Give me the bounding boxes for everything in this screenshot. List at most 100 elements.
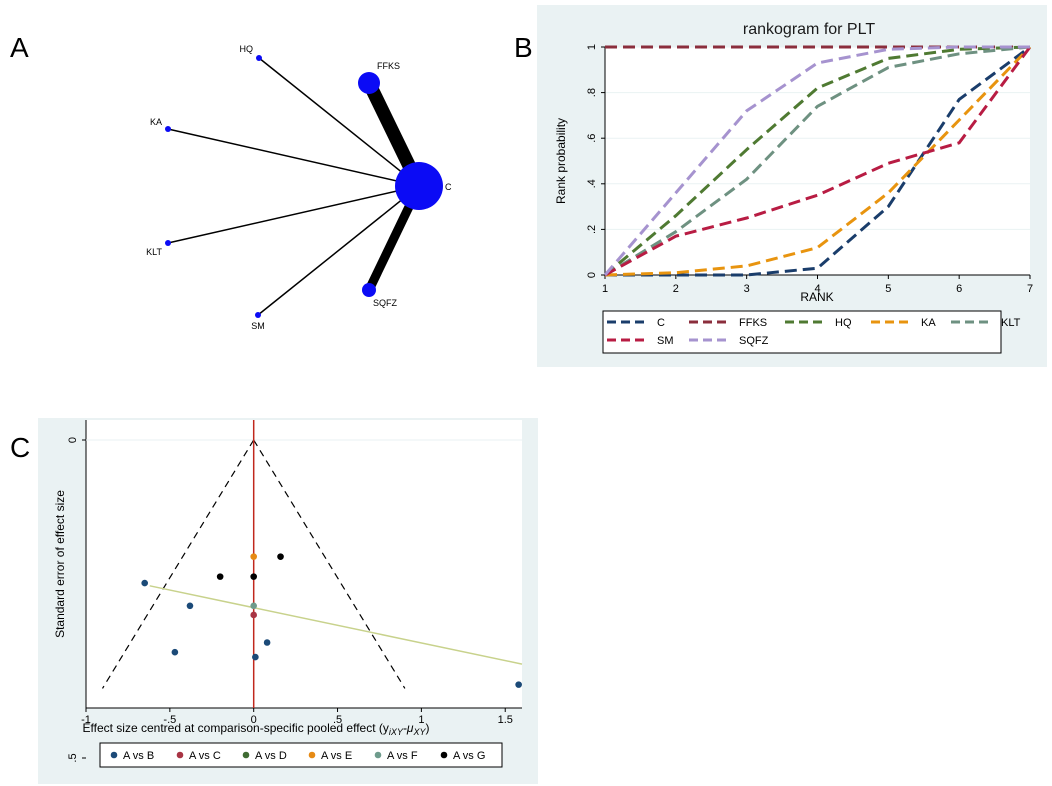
funnel-y-tick-label: 0 [67, 437, 79, 443]
funnel-point-a-vs-b [252, 653, 259, 661]
network-node-label-hq: HQ [240, 44, 254, 54]
funnel-x-label-sub1: iXY [389, 727, 404, 737]
funnel-legend-box [99, 742, 503, 768]
funnel-y-label: Standard error of effect size [53, 490, 67, 638]
network-nodes: HQ FFKS KA C KLT SQFZ SM [146, 44, 452, 331]
network-edge-sm-c [257, 185, 420, 316]
funnel-legend-label-a-vs-e: A vs E [321, 750, 352, 762]
funnel-x-label-mid: -μ [403, 721, 414, 735]
rankogram-x-tick-label: 3 [744, 283, 750, 295]
network-node-label-sm: SM [251, 321, 265, 331]
rankogram-legend-label-hq: HQ [835, 317, 852, 329]
rankogram-line-sm [604, 46, 1032, 277]
funnel-plot-area [86, 420, 522, 708]
funnel-point-a-vs-f [250, 602, 257, 610]
funnel-marks [86, 420, 523, 708]
rankogram-legend-box [602, 310, 1002, 354]
funnel-x-tick-label: -1 [81, 714, 91, 726]
network-node-sqfz [362, 283, 376, 297]
panel-letter-a: A [10, 32, 29, 63]
rankogram-legend-label-ka: KA [921, 317, 936, 329]
network-plot: HQ FFKS KA C KLT SQFZ SM [38, 5, 510, 368]
funnel-x-tick-label: 1.5 [498, 714, 513, 726]
network-node-label-ffks: FFKS [377, 61, 400, 71]
rankogram-y-tick-label: .6 [586, 134, 598, 143]
network-node-klt [165, 240, 171, 246]
funnel-point-a-vs-g [216, 573, 224, 580]
rankogram-line-sqfz [603, 45, 1030, 276]
funnel-point-a-vs-b [186, 602, 194, 610]
rankogram-legend-label-klt: KLT [1001, 317, 1021, 329]
funnel-plot: -1 -.5 0 .5 1 1.5 0 .5 Effect size centred at c… [38, 418, 538, 784]
network-edge-hq-c [258, 57, 420, 187]
funnel-legend-marker-a-vs-c [176, 751, 184, 759]
funnel-x-tick-label: -.5 [163, 714, 176, 726]
funnel-x-tick-label: 0 [251, 714, 257, 726]
funnel-point-a-vs-b [263, 639, 271, 646]
network-node-c [395, 162, 443, 210]
network-node-sm [255, 312, 261, 318]
network-node-label-sqfz: SQFZ [373, 298, 398, 308]
rankogram-y-tick-label: .4 [586, 179, 598, 188]
rankogram-x-tick-label: 5 [885, 283, 891, 295]
rankogram-y-tick-label: 0 [586, 272, 598, 278]
rankogram-chart: rankogram for PLT 0 .2 .4 .6 .8 1 1 2 3 4 5 6 7 RANK… [537, 5, 1047, 367]
funnel-legend: A vs B A vs C A vs D A vs E A vs F A vs G [110, 750, 485, 762]
rankogram-legend-label-sm: SM [657, 335, 674, 347]
rankogram-x-label: RANK [800, 290, 833, 304]
network-node-ffks [358, 72, 380, 94]
rankogram-line-klt [604, 45, 1031, 277]
panel-letter-c: C [10, 432, 31, 463]
funnel-point-a-vs-c [250, 611, 257, 619]
rankogram-legend-label-sqfz: SQFZ [739, 335, 769, 347]
network-node-label-ka: KA [150, 117, 162, 127]
funnel-ticks: -1 -.5 0 .5 1 1.5 0 .5 [67, 437, 513, 763]
rankogram-line-ka [604, 45, 1032, 277]
funnel-x-label: Effect size centred at comparison-specif… [83, 721, 430, 737]
rankogram-line-hq [604, 45, 1031, 277]
funnel-x-tick-label: 1 [418, 714, 424, 726]
rankogram-y-tick-label: .2 [586, 225, 598, 234]
funnel-point-a-vs-g [277, 553, 284, 560]
funnel-y-tick-label: .5 [67, 753, 79, 762]
rankogram-x-tick-label: 2 [673, 283, 679, 295]
funnel-legend-label-a-vs-g: A vs G [453, 750, 485, 762]
funnel-legend-marker-a-vs-e [308, 751, 316, 759]
rankogram-y-label: Rank probability [554, 118, 568, 204]
funnel-point-a-vs-b [171, 648, 179, 656]
rankogram-x-tick-label: 6 [956, 283, 962, 295]
funnel-x-label-main: Effect size centred at comparison-specif… [83, 721, 389, 735]
rankogram-grid [605, 46, 1030, 230]
network-node-label-klt: KLT [146, 247, 162, 257]
rankogram-series-lines [603, 45, 1032, 277]
funnel-legend-label-a-vs-b: A vs B [123, 750, 154, 762]
rankogram-legend-label-ffks: FFKS [739, 317, 767, 329]
rankogram-y-tick-label: 1 [586, 44, 598, 50]
network-node-label-c: C [445, 182, 452, 192]
funnel-x-tick-label: .5 [333, 714, 342, 726]
rankogram-x-tick-label: 4 [814, 283, 820, 295]
funnel-left-boundary [101, 439, 255, 689]
rankogram-legend-label-c: C [657, 317, 665, 329]
funnel-legend-label-a-vs-c: A vs C [189, 750, 221, 762]
rankogram-ticks: 0 .2 .4 .6 .8 1 1 2 3 4 5 6 7 [586, 44, 1033, 295]
rankogram-x-tick-label: 7 [1027, 283, 1033, 295]
funnel-point-a-vs-b [515, 681, 522, 688]
rankogram-x-tick-label: 1 [602, 283, 608, 295]
rankogram-line-c [605, 45, 1031, 277]
funnel-legend-label-a-vs-d: A vs D [255, 750, 287, 762]
panel-letter-b: B [514, 32, 533, 63]
rankogram-legend: C FFKS HQ KA KLT SM SQFZ [607, 317, 1021, 347]
funnel-x-label-sub2: XY [412, 727, 426, 737]
network-node-hq [256, 55, 262, 61]
funnel-x-label-end: ) [425, 721, 429, 735]
funnel-right-boundary [253, 439, 406, 689]
funnel-point-a-vs-g [250, 573, 257, 580]
network-edge-ka-c [167, 128, 420, 187]
rankogram-title: rankogram for PLT [743, 21, 875, 38]
funnel-point-a-vs-b [141, 579, 148, 587]
funnel-legend-marker-a-vs-b [110, 751, 118, 759]
funnel-legend-marker-a-vs-g [440, 751, 448, 759]
funnel-fit-line [149, 585, 523, 665]
funnel-legend-marker-a-vs-f [374, 751, 382, 759]
